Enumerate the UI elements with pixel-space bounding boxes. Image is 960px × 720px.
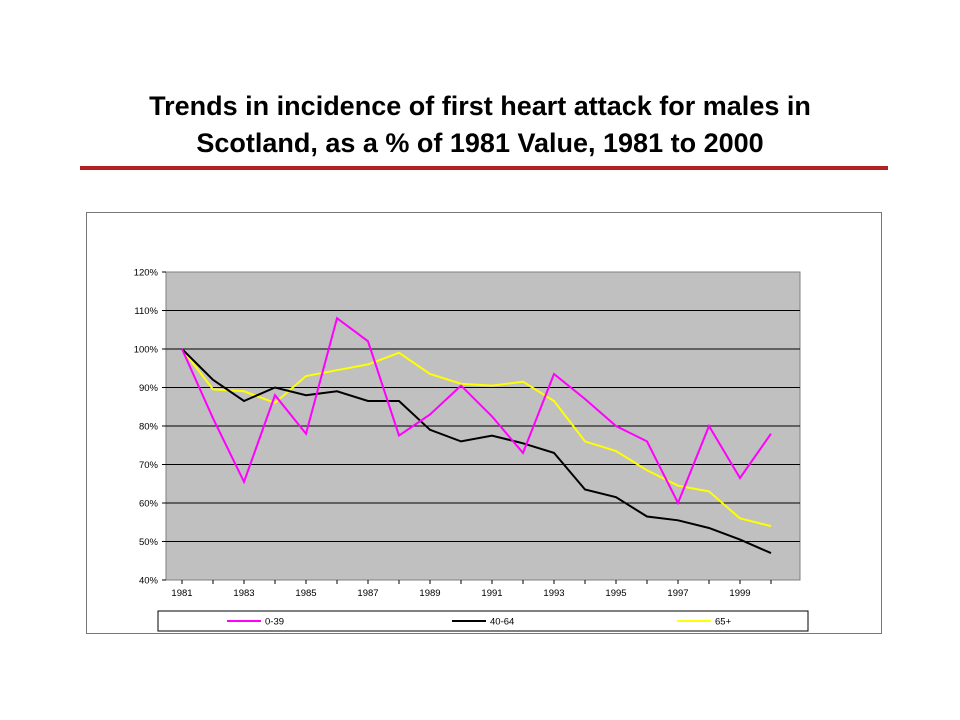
gridlines (166, 310, 800, 542)
x-tick-label: 1981 (171, 588, 192, 599)
y-tick-label: 70% (139, 460, 159, 471)
title-line-1: Trends in incidence of first heart attac… (149, 91, 811, 121)
title-line-2: Scotland, as a % of 1981 Value, 1981 to … (196, 128, 764, 158)
line-chart: 40%50%60%70%80%90%100%110%120% 1981 1983 1… (134, 268, 809, 632)
x-tick-label: 1995 (605, 588, 626, 599)
slide-title: Trends in incidence of first heart attac… (60, 88, 900, 162)
x-tick-label: 1993 (543, 588, 564, 599)
x-tick-label: 1989 (419, 588, 440, 599)
legend-label: 0-39 (265, 617, 284, 628)
series-line-40-64 (181, 348, 772, 555)
title-divider (80, 166, 888, 170)
x-axis: 1981 1983 1985 1987 1989 1991 1993 1995 1997 1999 (171, 580, 772, 599)
legend: 0-39 40-64 65+ (157, 610, 809, 632)
x-tick-label: 1983 (233, 588, 254, 599)
y-tick-label: 90% (139, 383, 159, 394)
x-tick-label: 1999 (729, 588, 750, 599)
y-tick-label: 110% (134, 306, 158, 317)
series-lines (181, 316, 772, 555)
x-tick-label: 1985 (295, 588, 316, 599)
chart-frame: 40% 50% 60% 70% 80% 90% 100% 110% 120% 1981 1983 1… (86, 212, 882, 634)
x-tick-label: 1991 (481, 588, 502, 599)
y-tick-label: 50% (139, 537, 159, 548)
y-tick-label: 100% (134, 345, 159, 356)
y-tick-label: 80% (139, 422, 159, 433)
x-tick-label: 1997 (667, 588, 688, 599)
legend-label: 65+ (715, 617, 732, 628)
series-line-0-39 (181, 316, 772, 506)
y-tick-label: 120% (134, 268, 159, 279)
series-line-65+ (181, 348, 772, 528)
y-axis: 40% 50% 60% 70% 80% 90% 100% 110% 120% (134, 268, 166, 587)
legend-label: 40-64 (490, 617, 514, 628)
y-tick-label: 40% (139, 576, 159, 587)
y-tick-label: 60% (139, 499, 159, 510)
x-tick-label: 1987 (357, 588, 378, 599)
